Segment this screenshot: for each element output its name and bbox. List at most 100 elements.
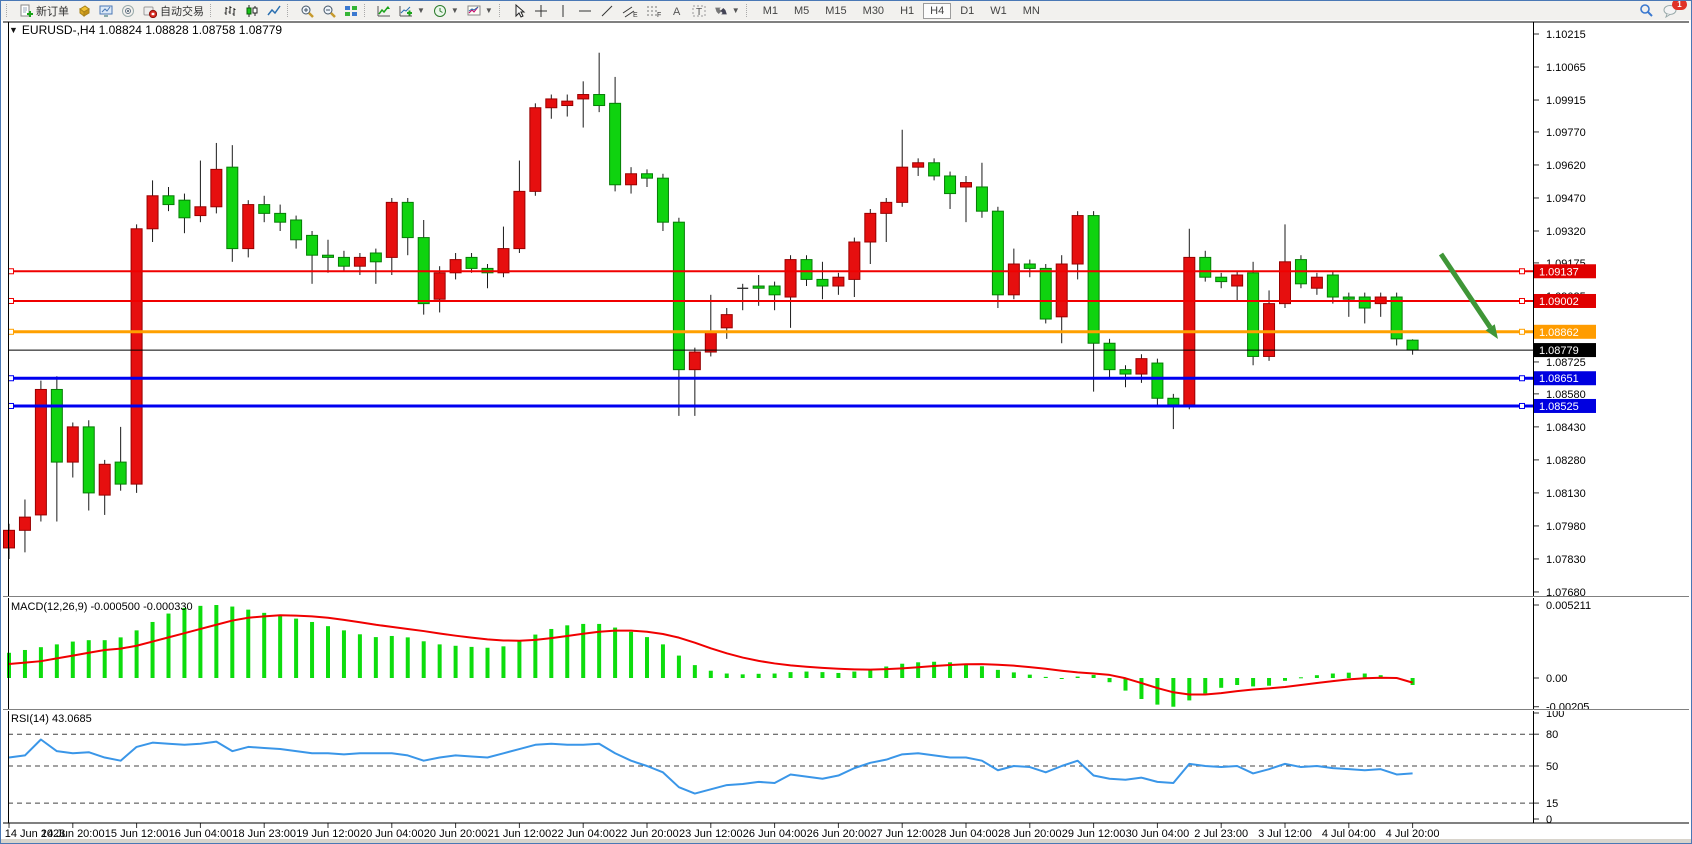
macd-histogram-bar [1298, 677, 1303, 679]
rsi-line [8, 738, 1413, 795]
timeframe-button-w1[interactable]: W1 [990, 4, 1007, 17]
new-order-button[interactable]: 新订单 [15, 1, 73, 21]
notifications-button[interactable]: 1 [1658, 1, 1687, 20]
timeframe-button-h1[interactable]: H1 [900, 4, 915, 17]
periods-button[interactable]: ▼ [429, 2, 463, 20]
timeframe-button-d1[interactable]: D1 [960, 4, 975, 17]
line-anchor[interactable] [1519, 402, 1525, 409]
candlestick [816, 261, 829, 300]
toolbar-grip[interactable] [364, 4, 369, 17]
arrows-tool-button[interactable]: ▼ [710, 2, 744, 20]
macd-histogram-bar [772, 673, 777, 678]
trendline-tool-button[interactable] [596, 2, 618, 20]
macd-histogram-bar [198, 605, 203, 678]
support-line-2[interactable] [8, 402, 1533, 409]
timeframe-button-m5[interactable]: M5 [793, 4, 810, 17]
timeframe-button-m1[interactable]: M1 [762, 4, 778, 17]
timeframe-button-mn[interactable]: MN [1022, 4, 1040, 17]
pivot-line[interactable] [8, 328, 1533, 335]
line-anchor[interactable] [8, 328, 14, 335]
zoom-in-button[interactable] [296, 2, 318, 20]
tile-windows-icon [345, 5, 357, 16]
price-axis-tick-label: 1.08580 [1546, 389, 1586, 401]
candlestick [258, 195, 271, 223]
trend-arrow-annotation[interactable] [1438, 252, 1498, 339]
fibonacci-tool-button[interactable]: F [642, 2, 666, 20]
candlestick [369, 248, 382, 284]
time-axis-label: 26 Jun 04:00 [743, 828, 807, 840]
toolbar-grip[interactable] [287, 4, 292, 17]
candlestick [34, 380, 47, 522]
zoom-out-button[interactable] [318, 2, 340, 20]
line-anchor[interactable] [1519, 328, 1525, 335]
price-axis-tick-label: 1.07830 [1546, 554, 1586, 566]
text-tool-button[interactable]: A [666, 2, 688, 20]
candlestick-chart-button[interactable] [241, 2, 263, 20]
macd-histogram-bar [1011, 672, 1016, 678]
quotes-button[interactable] [73, 2, 95, 20]
cursor-tool-button[interactable] [508, 2, 530, 20]
navigator-button[interactable] [117, 2, 139, 20]
candlestick [1279, 224, 1291, 309]
line-chart-button[interactable] [263, 2, 285, 20]
time-axis-label: 4 Jul 04:00 [1322, 828, 1376, 840]
price-chart[interactable]: 1.10215 1.10065 1.09915 1.09770 1.09620 1.094… [1, 20, 1691, 844]
candlestick [130, 224, 143, 493]
time-axis-label: 26 Jun 20:00 [807, 828, 871, 840]
axis-price-label [1534, 398, 1596, 413]
candlestick [242, 200, 255, 258]
line-anchor[interactable] [8, 297, 14, 304]
time-axis-label: 14 Jun 2023 [5, 828, 66, 840]
indicators-list-button[interactable] [373, 2, 395, 20]
macd-histogram-bar [517, 641, 522, 678]
macd-histogram-bar [884, 666, 889, 678]
line-anchor[interactable] [8, 402, 14, 409]
macd-histogram-bar [1362, 673, 1367, 678]
text-label-tool-button[interactable]: T [688, 2, 710, 20]
macd-histogram-bar [788, 672, 793, 678]
collapse-icon[interactable]: ▼ [9, 25, 18, 35]
line-anchor[interactable] [8, 268, 14, 275]
templates-button[interactable]: ▼ [463, 2, 497, 20]
line-anchor[interactable] [1519, 375, 1525, 382]
toolbar-grip[interactable] [6, 4, 11, 17]
line-anchor[interactable] [1519, 297, 1525, 304]
macd-histogram-bar [437, 644, 442, 678]
support-line-1[interactable] [8, 375, 1533, 382]
timeframe-button-m15[interactable]: M15 [825, 4, 847, 17]
macd-histogram-bar [868, 669, 873, 678]
time-axis-label: 20 Jun 20:00 [424, 828, 488, 840]
macd-histogram-bar [597, 623, 602, 678]
macd-histogram-bar [1219, 678, 1224, 688]
crosshair-tool-button[interactable] [530, 2, 552, 20]
candlestick [1326, 270, 1339, 304]
resistance-line-1[interactable] [8, 268, 1533, 275]
bar-chart-button[interactable] [219, 2, 241, 20]
search-button[interactable] [1635, 1, 1658, 20]
timeframe-button-m30[interactable]: M30 [862, 4, 885, 17]
toolbar-grip[interactable] [210, 4, 215, 17]
line-anchor[interactable] [8, 375, 14, 382]
line-anchor[interactable] [1519, 268, 1525, 275]
horizontal-line-tool-button[interactable] [574, 2, 596, 20]
candlestick [561, 94, 574, 117]
candlestick [18, 499, 31, 553]
candlestick [672, 217, 685, 416]
price-axis-tick-label: 1.10215 [1546, 29, 1586, 41]
macd-histogram-bar [708, 670, 713, 678]
indicator-chart-icon [377, 5, 390, 16]
channel-tool-button[interactable]: E [618, 2, 642, 20]
add-indicator-button[interactable]: ▼ [395, 2, 429, 20]
market-watch-button[interactable] [95, 2, 117, 20]
horizontal-line-icon [578, 10, 591, 11]
price-axis-tick-label: 1.07980 [1546, 521, 1586, 533]
vertical-line-tool-button[interactable] [552, 2, 574, 20]
macd-histogram-bar [389, 635, 394, 678]
autotrading-button[interactable]: 自动交易 [139, 1, 208, 21]
candlestick [337, 250, 350, 271]
toolbar-grip[interactable] [498, 4, 504, 17]
timeframe-button-h4[interactable]: H4 [923, 2, 952, 19]
tile-windows-button[interactable] [340, 2, 362, 20]
candlestick [1039, 264, 1052, 324]
toolbar-grip[interactable] [745, 4, 751, 17]
